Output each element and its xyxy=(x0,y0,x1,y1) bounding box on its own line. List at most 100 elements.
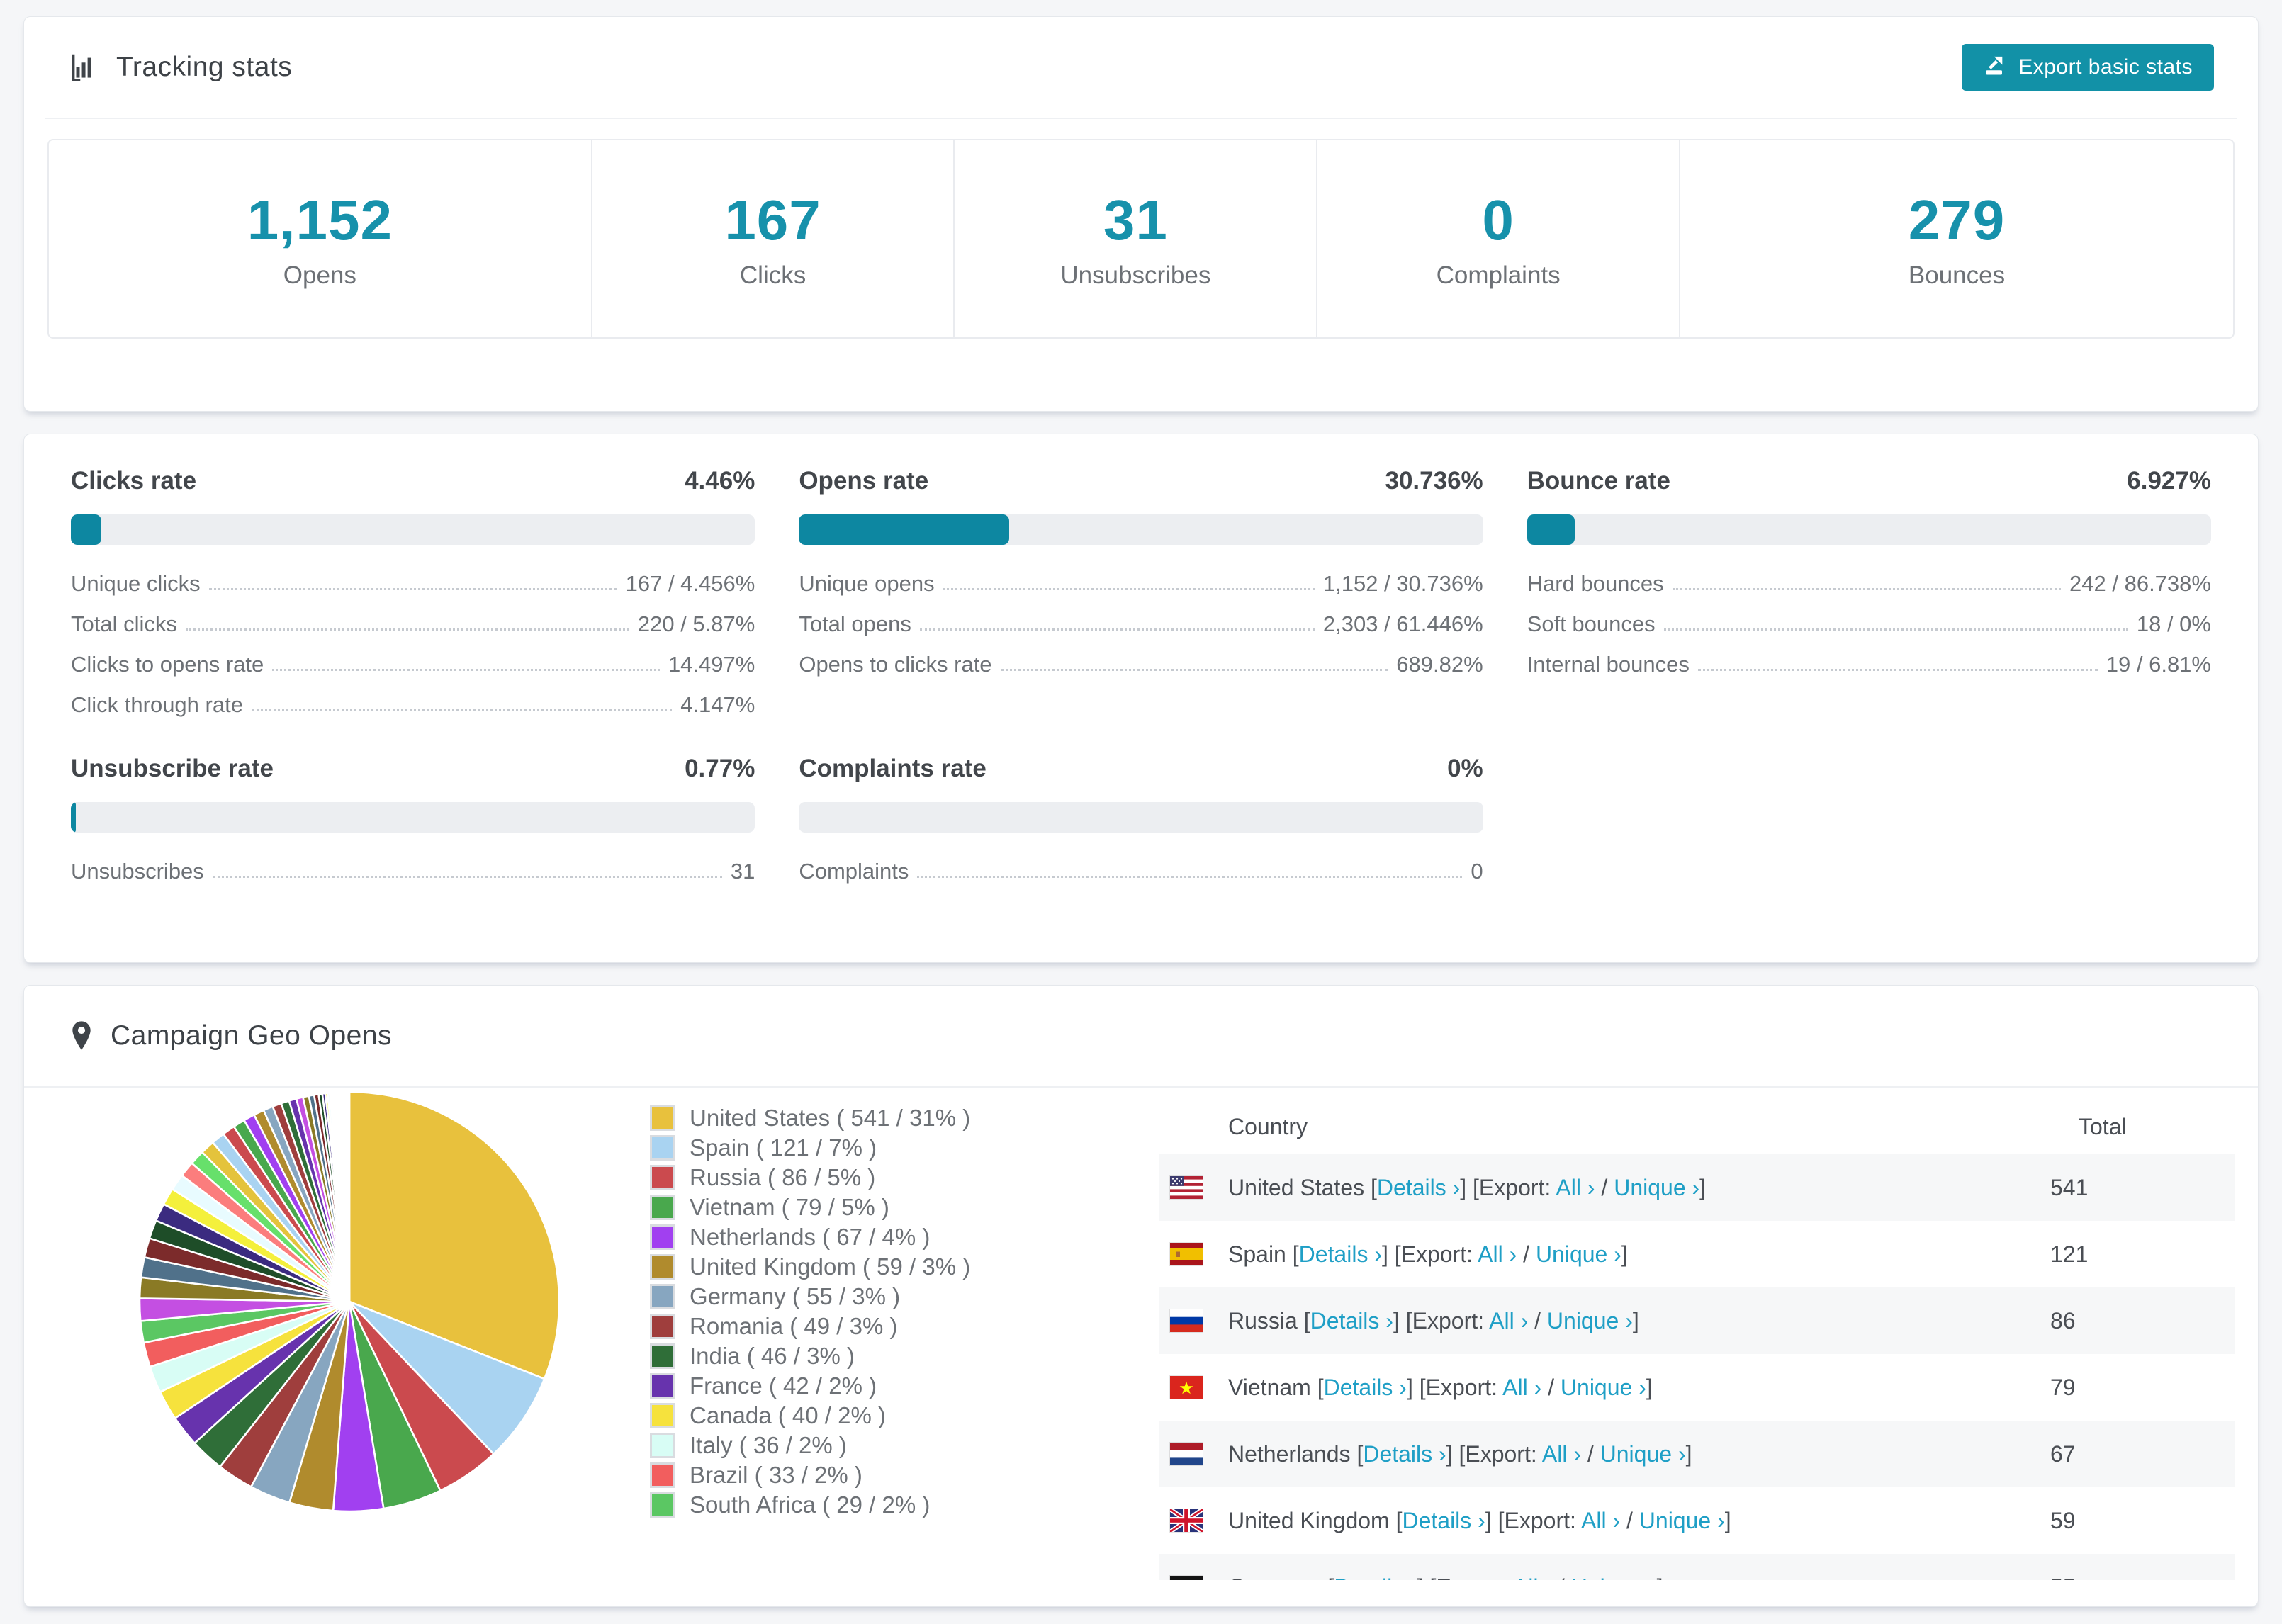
stat-value: 167 xyxy=(724,188,821,252)
country-cell: United Kingdom [Details ›] [Export: All … xyxy=(1228,1508,2050,1534)
stat-value: 31 xyxy=(1103,188,1168,252)
metric-label: Clicks to opens rate xyxy=(71,651,264,677)
metric-value: 31 xyxy=(730,858,755,884)
legend-item-south-africa: South Africa ( 29 / 2% ) xyxy=(650,1490,1137,1520)
rates-card: Clicks rate 4.46% Unique clicks 167 / 4.456… xyxy=(23,434,2259,963)
legend-swatch-icon xyxy=(650,1492,675,1518)
legend-swatch-icon xyxy=(650,1433,675,1458)
country-total: 121 xyxy=(2050,1241,2089,1267)
geo-title: Campaign Geo Opens xyxy=(111,1020,393,1051)
rate-title: Clicks rate xyxy=(71,467,197,495)
link-punctuation: [ xyxy=(1286,1241,1299,1267)
flag-nl-icon xyxy=(1170,1443,1203,1465)
link-punctuation: ] [Export: xyxy=(1381,1241,1478,1267)
metric-label: Soft bounces xyxy=(1527,611,1656,636)
summary-stat-unsubscribes: 31 Unsubscribes xyxy=(955,140,1318,337)
dotted-leader xyxy=(1672,577,2062,590)
legend-item-united-states: United States ( 541 / 31% ) xyxy=(650,1103,1137,1133)
metric-value: 2,303 / 61.446% xyxy=(1322,611,1483,636)
column-header-total: Total xyxy=(2079,1113,2127,1139)
legend-item-france: France ( 42 / 2% ) xyxy=(650,1371,1137,1401)
legend-swatch-icon xyxy=(650,1195,675,1220)
details-link[interactable]: Details › xyxy=(1323,1374,1407,1400)
metric-row: Complaints 0 xyxy=(799,851,1483,891)
legend-label: Romania ( 49 / 3% ) xyxy=(690,1313,898,1339)
legend-item-russia: Russia ( 86 / 5% ) xyxy=(650,1163,1137,1192)
metric-value: 18 / 0% xyxy=(2136,611,2211,636)
metric-label: Unsubscribes xyxy=(71,858,204,884)
metric-row: Unique clicks 167 / 4.456% xyxy=(71,563,755,604)
link-punctuation: [ xyxy=(1310,1374,1324,1400)
details-link[interactable]: Details › xyxy=(1334,1574,1417,1581)
dotted-leader xyxy=(208,577,617,590)
rate-value: 6.927% xyxy=(2127,467,2211,495)
link-punctuation: / xyxy=(1552,1574,1571,1581)
legend-label: Canada ( 40 / 2% ) xyxy=(690,1402,886,1428)
flag-gb-icon xyxy=(1170,1509,1203,1532)
export-all-link[interactable]: All › xyxy=(1541,1440,1581,1467)
export-unique-link[interactable]: Unique › xyxy=(1560,1374,1646,1400)
metric-row: Unsubscribes 31 xyxy=(71,851,755,891)
export-all-link[interactable]: All › xyxy=(1556,1174,1595,1200)
table-row-vn: Vietnam [Details ›] [Export: All › / Uni… xyxy=(1159,1354,2235,1421)
export-all-link[interactable]: All › xyxy=(1502,1374,1542,1400)
metric-value: 167 / 4.456% xyxy=(625,570,755,596)
country-cell: Vietnam [Details ›] [Export: All › / Uni… xyxy=(1228,1375,2050,1401)
link-punctuation: ] xyxy=(1699,1174,1707,1200)
geo-header: Campaign Geo Opens xyxy=(24,986,2258,1086)
export-unique-link[interactable]: Unique › xyxy=(1571,1574,1657,1581)
details-link[interactable]: Details › xyxy=(1402,1507,1485,1533)
legend-item-brazil: Brazil ( 33 / 2% ) xyxy=(650,1460,1137,1490)
rate-block-clicks-rate: Clicks rate 4.46% Unique clicks 167 / 4.456… xyxy=(71,467,755,725)
export-unique-link[interactable]: Unique › xyxy=(1600,1440,1686,1467)
rate-block-unsubscribe-rate: Unsubscribe rate 0.77% Unsubscribes 31 xyxy=(71,755,755,891)
country-name: Russia xyxy=(1228,1307,1298,1333)
metric-value: 689.82% xyxy=(1396,651,1483,677)
link-punctuation: ] xyxy=(1724,1507,1731,1533)
pie-slice-united-states[interactable] xyxy=(348,1090,561,1380)
export-button-label: Export basic stats xyxy=(2018,55,2193,79)
metric-row: Unique opens 1,152 / 30.736% xyxy=(799,563,1483,604)
export-basic-stats-button[interactable]: Export basic stats xyxy=(1962,44,2214,91)
export-all-link[interactable]: All › xyxy=(1581,1507,1621,1533)
export-unique-link[interactable]: Unique › xyxy=(1546,1307,1633,1333)
legend-label: India ( 46 / 3% ) xyxy=(690,1343,855,1369)
link-punctuation: / xyxy=(1517,1241,1536,1267)
country-total: 86 xyxy=(2050,1307,2076,1333)
legend-swatch-icon xyxy=(650,1403,675,1428)
legend-swatch-icon xyxy=(650,1165,675,1190)
progress-fill xyxy=(799,514,1010,545)
rate-rows: Unique opens 1,152 / 30.736% Total opens 2,… xyxy=(799,563,1483,684)
metric-value: 1,152 / 30.736% xyxy=(1322,570,1483,596)
rate-title: Unsubscribe rate xyxy=(71,755,274,782)
rate-block-header: Bounce rate 6.927% xyxy=(1527,467,2211,495)
tracking-stats-title: Tracking stats xyxy=(68,51,292,84)
pie-slice-spain[interactable] xyxy=(348,1300,546,1455)
legend-label: Spain ( 121 / 7% ) xyxy=(690,1134,877,1161)
details-link[interactable]: Details › xyxy=(1376,1174,1461,1200)
country-name: Vietnam xyxy=(1228,1374,1311,1400)
table-row-gb: United Kingdom [Details ›] [Export: All … xyxy=(1159,1487,2235,1554)
legend-swatch-icon xyxy=(650,1284,675,1309)
export-all-link[interactable]: All › xyxy=(1478,1241,1517,1267)
stat-value: 0 xyxy=(1482,188,1514,252)
export-unique-link[interactable]: Unique › xyxy=(1535,1241,1621,1267)
metric-label: Hard bounces xyxy=(1527,570,1664,596)
dotted-leader xyxy=(212,864,722,878)
rate-rows: Unsubscribes 31 xyxy=(71,851,755,891)
metric-label: Complaints xyxy=(799,858,909,884)
flag-ru-icon xyxy=(1170,1309,1203,1332)
details-link[interactable]: Details › xyxy=(1363,1440,1446,1467)
export-all-link[interactable]: All › xyxy=(1513,1574,1552,1581)
export-unique-link[interactable]: Unique › xyxy=(1639,1507,1725,1533)
export-all-link[interactable]: All › xyxy=(1489,1307,1529,1333)
details-link[interactable]: Details › xyxy=(1298,1241,1382,1267)
country-name: Spain xyxy=(1228,1241,1286,1267)
export-unique-link[interactable]: Unique › xyxy=(1614,1174,1700,1200)
country-total: 59 xyxy=(2050,1507,2076,1533)
table-header-row: Country Total xyxy=(1159,1099,2235,1154)
legend-label: Brazil ( 33 / 2% ) xyxy=(690,1462,862,1488)
legend-label: France ( 42 / 2% ) xyxy=(690,1372,877,1399)
bar-chart-icon xyxy=(68,51,101,84)
details-link[interactable]: Details › xyxy=(1310,1307,1393,1333)
